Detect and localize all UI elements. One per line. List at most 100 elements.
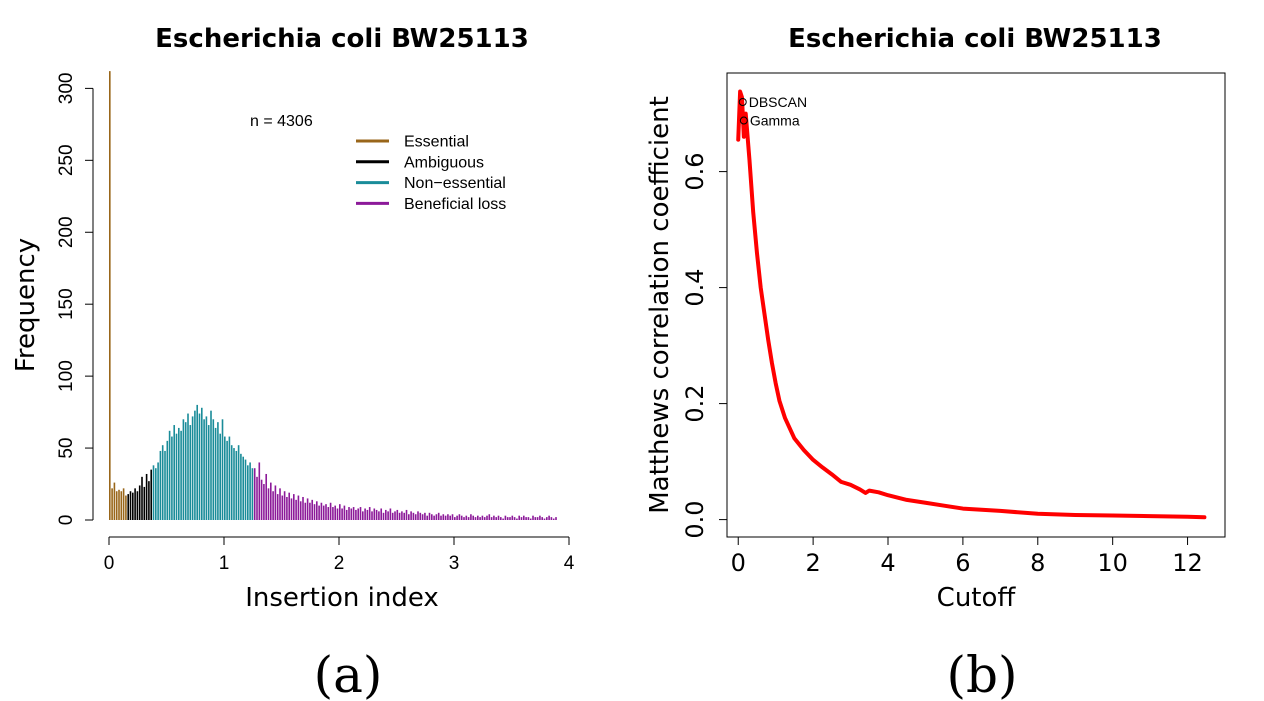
histogram-bar: [244, 459, 247, 520]
histogram-bar: [322, 505, 325, 520]
histogram-bar: [180, 430, 182, 520]
histogram-bar: [527, 517, 530, 520]
y-axis-label-b: Matthews correlation coefficient: [645, 96, 675, 514]
x-tick-label: 4: [564, 553, 575, 574]
histogram-bar: [467, 517, 470, 520]
histogram-bar: [276, 494, 279, 520]
histogram-bar: [465, 515, 468, 520]
histogram-bar: [152, 465, 155, 520]
histogram-bar: [219, 433, 222, 520]
x-tick-label-b: 12: [1172, 549, 1203, 577]
histogram-bar: [290, 498, 293, 520]
histogram-bar: [274, 485, 277, 520]
histogram-bar: [536, 517, 539, 520]
histogram-bar: [327, 507, 330, 520]
histogram-bar: [539, 515, 541, 520]
histogram-bar: [435, 514, 438, 520]
histogram-bar: [419, 512, 422, 520]
histogram-bar: [502, 518, 504, 520]
histogram-bar: [380, 508, 383, 520]
histogram-bar: [168, 430, 171, 520]
histogram-bar: [506, 517, 509, 520]
histogram-bar: [138, 485, 141, 520]
panel-a-title: Escherichia coli BW25113: [155, 24, 529, 54]
x-axis-label-b: Cutoff: [937, 583, 1017, 613]
histogram-bar: [253, 468, 256, 520]
histogram-bar: [237, 445, 240, 520]
histogram-bar: [141, 476, 143, 520]
histogram-bar: [546, 517, 548, 520]
histogram-bar: [272, 491, 274, 520]
y-tick-label: 300: [56, 73, 77, 105]
histogram-bar: [362, 511, 364, 520]
histogram-bar: [240, 453, 242, 520]
histogram-bar: [474, 517, 477, 520]
legend-entry: Beneficial loss: [404, 196, 506, 213]
histogram-bar: [447, 514, 449, 520]
histogram-bar: [161, 445, 164, 520]
histogram-bar: [143, 486, 146, 520]
histogram-bar: [247, 465, 249, 520]
x-tick-label: 1: [219, 553, 230, 574]
histogram-bar: [332, 507, 334, 520]
histogram-bar: [309, 502, 311, 520]
histogram-bar: [235, 450, 238, 520]
histogram-bar: [385, 509, 387, 520]
histogram-bar: [159, 450, 162, 520]
y-tick-label: 250: [56, 144, 77, 176]
histogram-bar: [410, 511, 412, 520]
histogram-bar: [251, 468, 254, 520]
x-tick-label: 2: [334, 553, 345, 574]
histogram-bar: [456, 515, 458, 520]
histogram-bar: [336, 508, 339, 520]
histogram-bar: [212, 419, 215, 520]
histogram-bar: [550, 517, 553, 520]
histogram-bar: [132, 492, 134, 520]
histogram-bar: [525, 517, 527, 520]
x-tick-label-b: 0: [731, 549, 746, 577]
histogram-bar: [217, 422, 219, 520]
histogram-bar: [424, 512, 426, 520]
histogram-bar: [207, 425, 210, 520]
histogram-bar: [148, 481, 150, 520]
histogram-bar: [164, 450, 166, 520]
histogram-bar: [541, 517, 544, 520]
histogram-bar: [509, 517, 511, 520]
panel-b-axes: 0 2 4 6 8 10 12 0.0 0.2 0.4 0.6: [681, 153, 1203, 577]
histogram-bar: [470, 514, 472, 520]
y-tick-label: 0: [56, 515, 77, 526]
histogram-bar: [391, 512, 394, 520]
histogram-bar: [389, 508, 392, 520]
histogram-bar: [267, 488, 270, 520]
histogram-bar: [210, 410, 212, 520]
histogram-bar: [529, 518, 532, 520]
panel-a-axes: 0 1 2 3 4 0 50 100 150 200 250 300: [56, 73, 575, 574]
histogram-bar: [371, 511, 373, 520]
histogram-bar: [196, 404, 199, 520]
histogram-bar: [348, 507, 350, 520]
histogram-bar: [113, 482, 116, 520]
histogram-bar: [486, 515, 488, 520]
histogram-bar: [359, 507, 362, 520]
histogram-bar: [318, 505, 320, 520]
histogram-bar: [320, 502, 323, 520]
histogram-bar: [500, 517, 502, 520]
histogram-bar: [171, 436, 173, 520]
method-point: [738, 98, 747, 106]
histogram-bar: [230, 445, 233, 520]
histogram-bar: [504, 515, 507, 520]
histogram-bar: [228, 436, 231, 520]
histogram-bar: [449, 515, 452, 520]
histogram-bar: [398, 512, 401, 520]
histogram-bar: [145, 473, 148, 520]
histogram-bar: [270, 482, 272, 520]
x-tick-label: 3: [449, 553, 460, 574]
y-tick-label-b: 0.4: [681, 269, 709, 307]
histogram-bar: [226, 440, 228, 520]
histogram-bar: [249, 462, 251, 520]
histogram-bar: [352, 507, 355, 520]
histogram-bar: [125, 495, 127, 520]
histogram-bar: [350, 508, 353, 520]
panel-b-caption: (b): [946, 646, 1017, 701]
